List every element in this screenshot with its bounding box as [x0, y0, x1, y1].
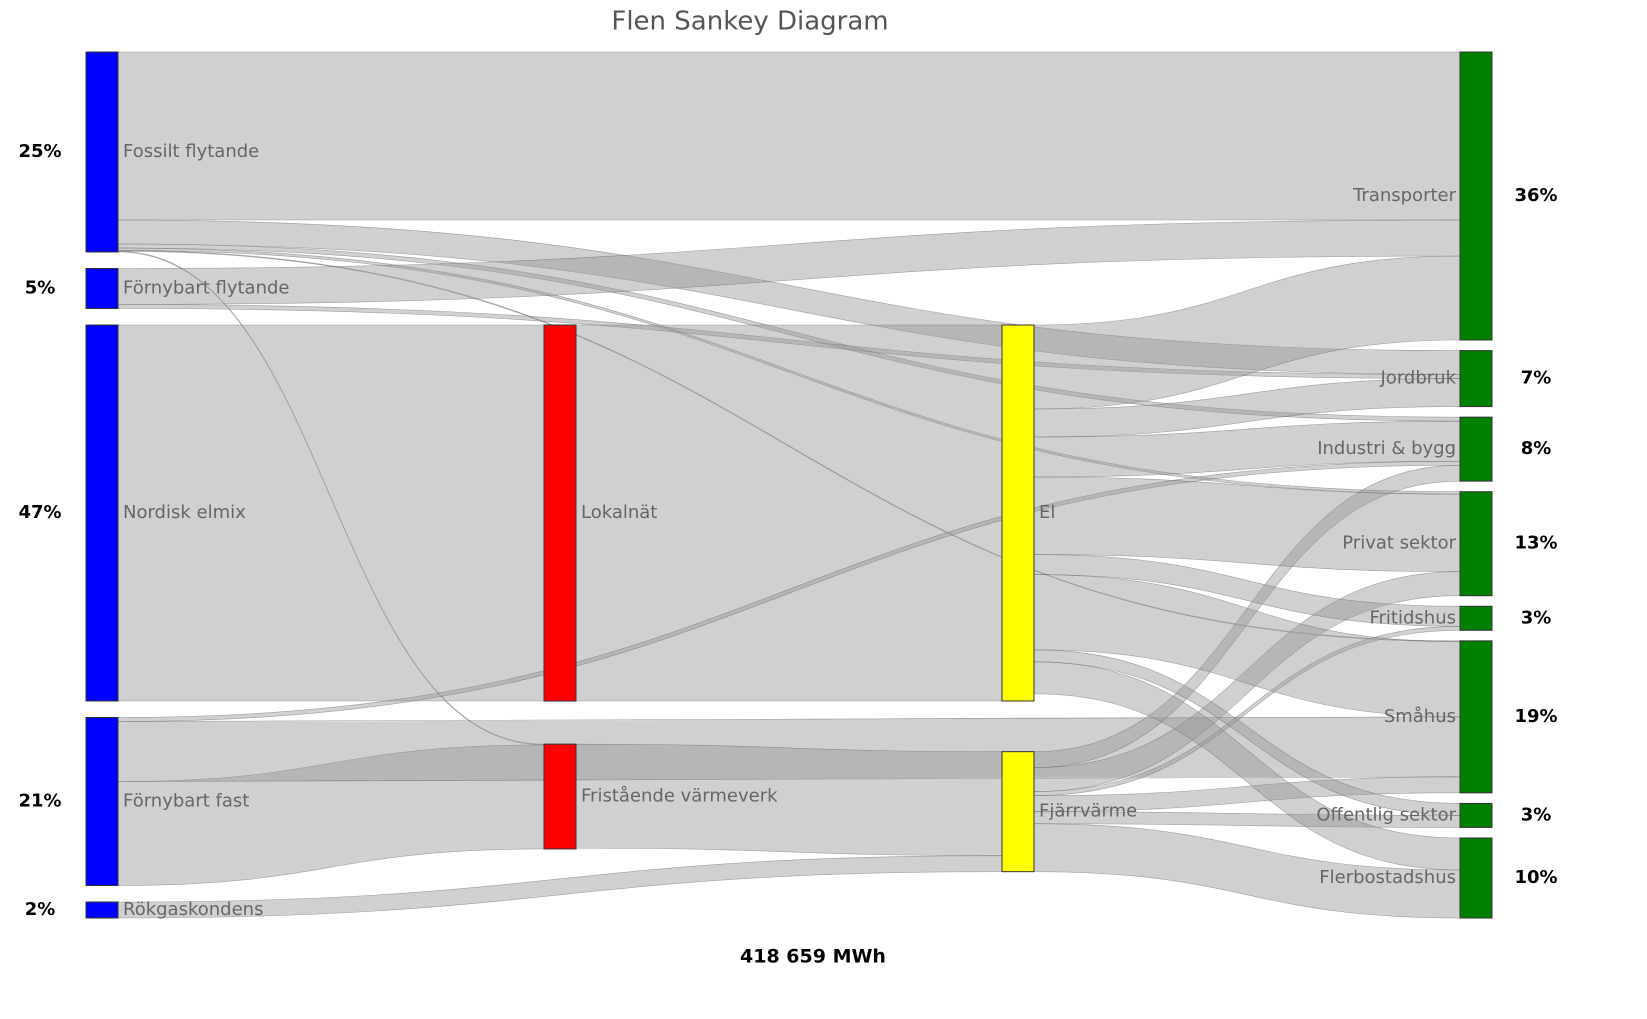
node-label: Privat sektor: [1342, 533, 1456, 554]
node-label: Småhus: [1384, 706, 1456, 727]
node-label: Fossilt flytande: [123, 141, 259, 162]
node-label: Förnybart flytande: [123, 278, 290, 299]
percent-label: 5%: [25, 278, 56, 299]
node: [1459, 416, 1493, 482]
node-label: Rökgaskondens: [123, 899, 263, 920]
node-label: Jordbruk: [1380, 368, 1457, 389]
node-label: Fritidshus: [1369, 607, 1456, 628]
node-label: Förnybart fast: [123, 791, 249, 812]
percent-label: 19%: [1514, 706, 1557, 727]
node: [543, 324, 577, 702]
percent-label: 47%: [18, 502, 61, 523]
total-label: 418 659 MWh: [740, 946, 886, 968]
percent-label: 3%: [1521, 804, 1552, 825]
link: [117, 51, 1461, 221]
percent-label: 13%: [1514, 533, 1557, 554]
node: [1459, 802, 1493, 828]
percent-label: 7%: [1521, 368, 1552, 389]
node: [1459, 350, 1493, 408]
percent-label: 21%: [18, 791, 61, 812]
nodes: Fossilt flytande 25% Förnybart flytande 5% N…: [18, 51, 1558, 920]
links: [117, 51, 1461, 919]
node: [85, 324, 119, 702]
node-label: Fjärrvärme: [1039, 801, 1137, 822]
chart-title: Flen Sankey Diagram: [611, 7, 888, 37]
percent-label: 8%: [1521, 438, 1552, 459]
node-label: El: [1039, 502, 1055, 523]
node-label: Lokalnät: [581, 502, 657, 523]
node: [85, 51, 119, 253]
node: [1459, 491, 1493, 597]
node-label: Offentlig sektor: [1316, 804, 1456, 825]
node: [1459, 605, 1493, 631]
node: [85, 268, 119, 309]
node-label: Industri & bygg: [1317, 438, 1456, 459]
node: [1459, 51, 1493, 341]
percent-label: 36%: [1514, 185, 1557, 206]
node-label: Transporter: [1352, 185, 1457, 206]
percent-label: 3%: [1521, 607, 1552, 628]
node: [85, 901, 119, 919]
percent-label: 2%: [25, 899, 56, 920]
node-label: Nordisk elmix: [123, 502, 246, 523]
node-label: Fristående värmeverk: [581, 786, 778, 807]
node: [85, 717, 119, 886]
node: [1001, 751, 1035, 873]
node: [1459, 837, 1493, 919]
percent-label: 10%: [1514, 867, 1557, 888]
node-label: Flerbostadshus: [1319, 867, 1456, 888]
node: [543, 743, 577, 850]
percent-label: 25%: [18, 141, 61, 162]
node: [1001, 324, 1035, 702]
node: [1459, 640, 1493, 794]
